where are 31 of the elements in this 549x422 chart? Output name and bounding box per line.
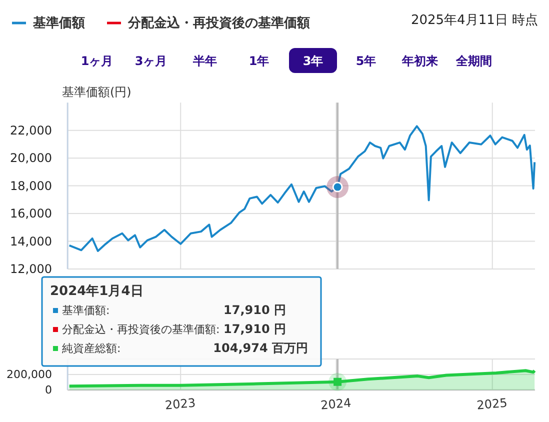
y-axis-title: 基準価額(円) [62, 85, 132, 99]
text: 104,974 百万円 [213, 341, 308, 355]
text: 半年 [192, 54, 217, 68]
x-tick-label: 2024 [320, 396, 352, 412]
text: 2024年1月4日 [50, 284, 144, 299]
text: 2025年4月11日 時点 [410, 13, 538, 28]
legend-label: 分配金込・再投資後の基準価額 [127, 15, 310, 31]
text: 純資産総額: [62, 342, 121, 355]
text: 全期間 [455, 54, 492, 68]
text: 5年 [356, 54, 376, 68]
text: 1ヶ月 [80, 54, 114, 68]
y-tick-label: 18,000 [10, 178, 52, 193]
text: 17,910 円 [224, 322, 286, 336]
text: 1年 [248, 54, 270, 68]
y-tick-label: 22,000 [10, 123, 52, 138]
y-tick-label: 20,000 [10, 151, 52, 166]
y-tick-label: 12,000 [10, 262, 52, 276]
text: 分配金込・再投資後の基準価額: [62, 323, 220, 336]
text: 17,910 円 [224, 303, 286, 317]
y-tick-label: 200,000 [6, 368, 52, 381]
legend-label: 基準価額 [32, 15, 85, 31]
x-tick-label: 2025 [476, 396, 508, 412]
text: 3年 [302, 54, 324, 68]
line-series [68, 125, 536, 252]
text: 年初来 [401, 54, 438, 68]
y-tick-label: 16,000 [10, 206, 52, 221]
y-tick-label: 14,000 [10, 234, 52, 248]
text: 基準価額: [62, 304, 110, 317]
x-tick-label: 2023 [164, 396, 196, 412]
y-tick-label: 0 [45, 384, 52, 396]
text: 3ヶ月 [134, 54, 168, 68]
